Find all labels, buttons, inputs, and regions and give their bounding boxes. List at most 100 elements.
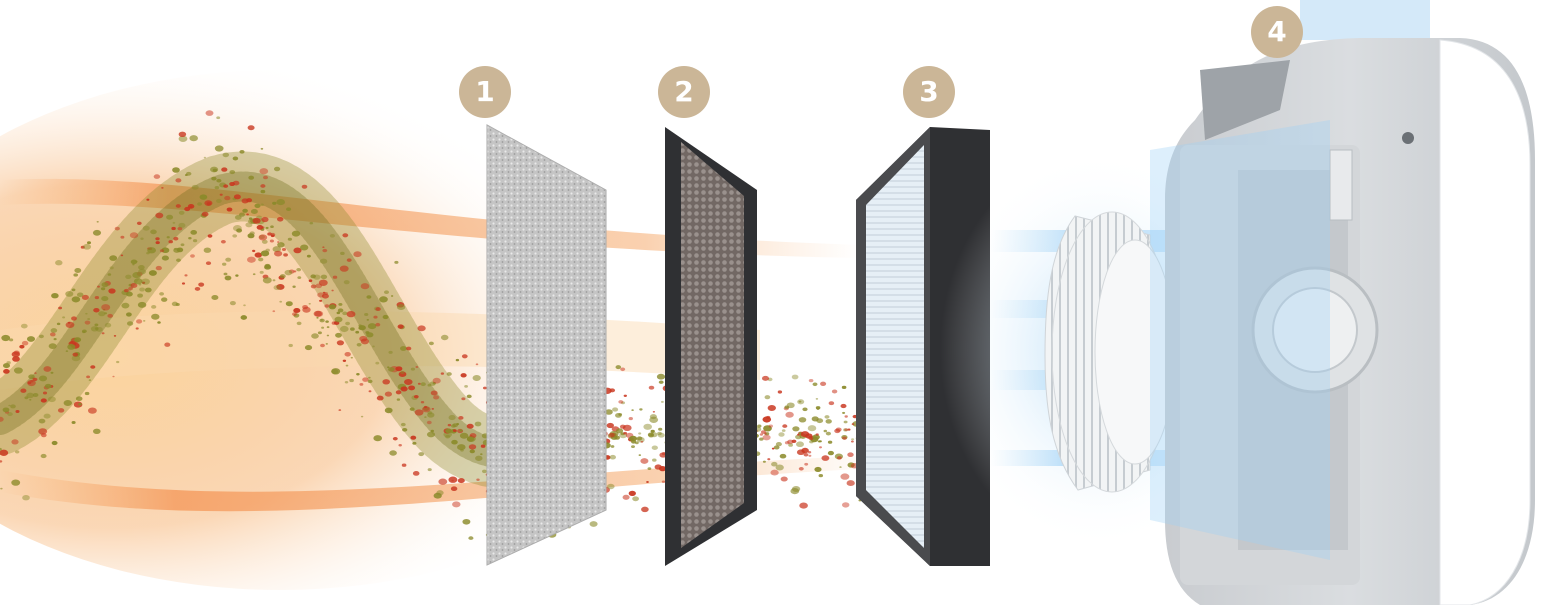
particle [409, 407, 415, 411]
particle [306, 254, 311, 258]
pre-filter [486, 124, 607, 566]
particle [798, 417, 807, 423]
particle [192, 239, 198, 243]
particle [27, 381, 32, 385]
particle [450, 424, 456, 428]
particle [201, 211, 209, 217]
particle [26, 392, 35, 399]
particle [260, 250, 270, 257]
particle [84, 391, 90, 396]
particle [147, 247, 156, 254]
particle [173, 236, 179, 241]
particle [836, 456, 842, 460]
particle [638, 454, 642, 456]
particle [618, 400, 624, 404]
particle [81, 294, 89, 300]
particle [620, 367, 626, 372]
particle [366, 319, 370, 321]
particle [423, 405, 428, 409]
particle [125, 274, 132, 280]
particle [132, 272, 141, 279]
particle [285, 301, 293, 307]
particle [770, 469, 779, 476]
particle [40, 398, 47, 403]
particle [279, 300, 283, 303]
particle [296, 321, 302, 326]
particle [291, 230, 301, 237]
fan-impeller [1044, 211, 1176, 493]
particle [326, 326, 330, 329]
particle [143, 320, 146, 322]
particle [279, 274, 286, 279]
particle [771, 461, 778, 467]
particle [104, 322, 112, 328]
particle [417, 382, 421, 385]
particle [375, 361, 380, 365]
particle [606, 422, 614, 429]
particle [51, 293, 59, 299]
particle [318, 279, 328, 286]
particle [340, 251, 345, 256]
particle [172, 167, 180, 173]
particle [232, 156, 239, 161]
particle [426, 420, 432, 425]
particle [273, 166, 281, 172]
particle [448, 476, 458, 483]
particle [462, 518, 471, 525]
particle [246, 213, 249, 216]
particle [761, 375, 770, 381]
particle [132, 263, 135, 266]
particle [367, 379, 373, 384]
particle [815, 433, 819, 436]
particle [304, 345, 313, 351]
particle [308, 279, 313, 282]
particle [120, 254, 124, 257]
particle [166, 236, 170, 239]
particle [260, 147, 264, 150]
particle [159, 292, 165, 296]
particle [142, 225, 150, 231]
particle [56, 322, 61, 326]
particle [0, 447, 2, 451]
particle [474, 421, 482, 427]
particle [38, 375, 48, 382]
particle [324, 304, 330, 308]
particle [401, 463, 407, 467]
particle [55, 260, 63, 266]
particle [291, 312, 298, 316]
particle [219, 193, 223, 196]
particle [387, 366, 390, 369]
particle [293, 247, 302, 254]
particle [74, 337, 82, 343]
particle [301, 184, 308, 189]
particle [258, 257, 264, 262]
particle [788, 443, 793, 447]
particle [233, 194, 241, 200]
particle [827, 440, 833, 444]
particle [15, 450, 20, 454]
particle [129, 232, 139, 239]
particle [815, 406, 821, 410]
particle [101, 304, 111, 311]
particle [135, 260, 138, 263]
particle [197, 202, 203, 206]
particle [86, 375, 91, 379]
particle [382, 379, 390, 385]
particle [270, 225, 274, 228]
particle [658, 465, 667, 472]
particle [155, 237, 160, 241]
particle [319, 299, 323, 302]
particle [136, 319, 143, 324]
particle [762, 416, 772, 423]
particle [843, 420, 848, 424]
particle [618, 413, 623, 416]
particle [658, 380, 664, 384]
particle [345, 364, 349, 367]
particle [801, 447, 809, 454]
particle [410, 435, 417, 440]
particle [623, 431, 628, 435]
particle [281, 248, 287, 251]
particle [322, 248, 328, 253]
particle [161, 297, 168, 302]
particle [28, 374, 35, 380]
